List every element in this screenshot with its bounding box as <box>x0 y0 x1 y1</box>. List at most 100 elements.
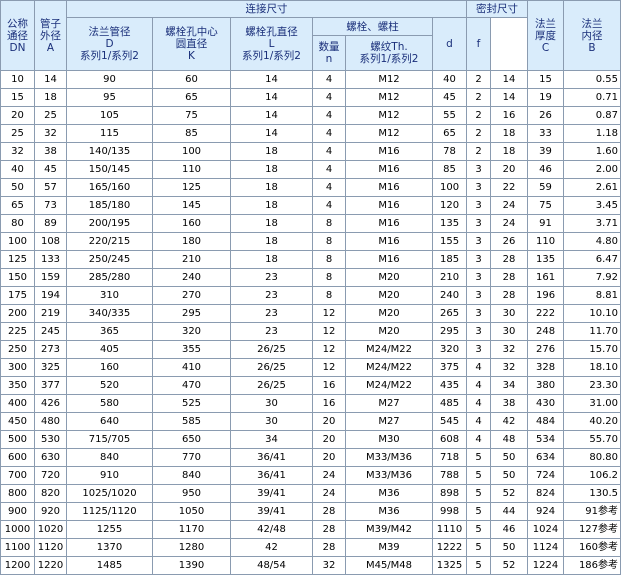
table-cell: 640 <box>66 412 153 431</box>
table-cell: 380 <box>527 376 565 395</box>
table-cell: 2 <box>466 106 492 125</box>
header-text: A <box>46 41 55 54</box>
header-cell: 管子 外径 A <box>34 0 67 71</box>
table-cell: 34 <box>230 430 313 449</box>
table-cell: 28 <box>490 268 529 287</box>
header-cell: 螺栓孔中心 圆直径 K <box>152 17 231 71</box>
table-cell: 14 <box>230 70 313 89</box>
table-cell: 18 <box>490 142 529 161</box>
table-cell: 2.00 <box>563 160 621 179</box>
table-cell: M20 <box>345 268 433 287</box>
table-cell: 3 <box>466 178 492 197</box>
header-text: DN <box>9 41 26 54</box>
table-cell: 8 <box>312 250 346 269</box>
table-cell: 265 <box>431 304 468 323</box>
table-cell: 240 <box>431 286 468 305</box>
header-cell: 法兰 内径 B <box>563 0 621 71</box>
header-text: B <box>588 41 596 54</box>
table-cell: 2 <box>466 124 492 143</box>
table-cell: 39/41 <box>230 502 313 521</box>
table-cell: 6.47 <box>563 250 621 269</box>
table-cell: 8 <box>312 232 346 251</box>
table-cell: 270 <box>152 286 231 305</box>
table-cell: 245 <box>34 322 67 341</box>
table-cell: 320 <box>152 322 231 341</box>
table-cell: 1280 <box>152 538 231 557</box>
table-cell: 50 <box>0 178 35 197</box>
table-cell: 840 <box>66 448 153 467</box>
table-cell: 115 <box>66 124 153 143</box>
table-cell: 200/195 <box>66 214 153 233</box>
table-cell: M36 <box>345 502 433 521</box>
table-cell: 18 <box>230 160 313 179</box>
table-row: 400 426 580 525 30 16 M27 485 4 38 430 31.00 <box>0 394 621 413</box>
table-cell: 8.81 <box>563 286 621 305</box>
table-cell: 39/41 <box>230 484 313 503</box>
table-cell: 42/48 <box>230 520 313 539</box>
table-cell: 4 <box>466 358 492 377</box>
table-cell: 480 <box>34 412 67 431</box>
table-cell: 608 <box>431 430 468 449</box>
table-cell: 1050 <box>152 502 231 521</box>
table-cell: 1.18 <box>563 124 621 143</box>
table-cell: 1100 <box>0 538 35 557</box>
table-cell: 1255 <box>66 520 153 539</box>
table-cell: 377 <box>34 376 67 395</box>
table-cell: 222 <box>527 304 565 323</box>
table-cell: 65 <box>431 124 468 143</box>
table-cell: 18.10 <box>563 358 621 377</box>
table-row: 1000 1020 1255 1170 42/48 28 M39/M42 1110 5 46 102… <box>0 520 621 539</box>
header-cell: 法兰 厚度 C <box>527 0 565 71</box>
table-cell: M20 <box>345 322 433 341</box>
table-row: 350 377 520 470 26/25 16 M24/M22 435 4 34 380 23.30 <box>0 376 621 395</box>
table-cell: 355 <box>152 340 231 359</box>
table-cell: 1370 <box>66 538 153 557</box>
table-cell: M24/M22 <box>345 358 433 377</box>
table-cell: 920 <box>34 502 67 521</box>
table-cell: 3 <box>466 196 492 215</box>
table-cell: 4 <box>312 70 346 89</box>
table-cell: 3 <box>466 214 492 233</box>
table-cell: 1.60 <box>563 142 621 161</box>
header-text: 内径 <box>581 29 603 42</box>
table-cell: 800 <box>0 484 35 503</box>
table-cell: M33/M36 <box>345 448 433 467</box>
table-cell: 1224 <box>527 556 565 575</box>
table-cell: 1125/1120 <box>66 502 153 521</box>
table-cell: 4 <box>312 178 346 197</box>
table-cell: 1124 <box>527 538 565 557</box>
table-cell: 585 <box>152 412 231 431</box>
table-row: 175 194 310 270 23 8 M20 240 3 28 196 8.81 <box>0 286 621 305</box>
table-cell: 14 <box>490 88 529 107</box>
table-cell: 18 <box>230 232 313 251</box>
table-cell: 400 <box>0 394 35 413</box>
table-cell: 325 <box>34 358 67 377</box>
table-cell: 25 <box>34 106 67 125</box>
table-row: 250 273 405 355 26/25 12 M24/M22 320 3 32 276 15.70 <box>0 340 621 359</box>
table-cell: 80.80 <box>563 448 621 467</box>
table-cell: 30 <box>490 322 529 341</box>
table-cell: 365 <box>66 322 153 341</box>
table-cell: 520 <box>66 376 153 395</box>
table-cell: 724 <box>527 466 565 485</box>
header-text: 系列1/系列2 <box>242 50 301 62</box>
table-cell: 5 <box>466 484 492 503</box>
header-text: 管子 <box>40 17 61 30</box>
table-cell: 91参考 <box>563 502 621 521</box>
header-text: 法兰管径 <box>88 26 131 38</box>
table-cell: 75 <box>152 106 231 125</box>
table-cell: 1222 <box>431 538 468 557</box>
table-cell: 4 <box>466 412 492 431</box>
table-cell: M24/M22 <box>345 340 433 359</box>
table-cell: 39 <box>527 142 565 161</box>
table-cell: 410 <box>152 358 231 377</box>
table-row: 225 245 365 320 23 12 M20 295 3 30 248 11.70 <box>0 322 621 341</box>
header-text: 系列1/系列2 <box>359 53 419 65</box>
header-cell: f <box>466 17 492 71</box>
table-cell: 20 <box>312 430 346 449</box>
table-row: 50 57 165/160 125 18 4 M16 100 3 22 59 2.61 <box>0 178 621 197</box>
table-cell: 24 <box>490 196 529 215</box>
table-cell: 650 <box>152 430 231 449</box>
table-cell: 8 <box>312 214 346 233</box>
